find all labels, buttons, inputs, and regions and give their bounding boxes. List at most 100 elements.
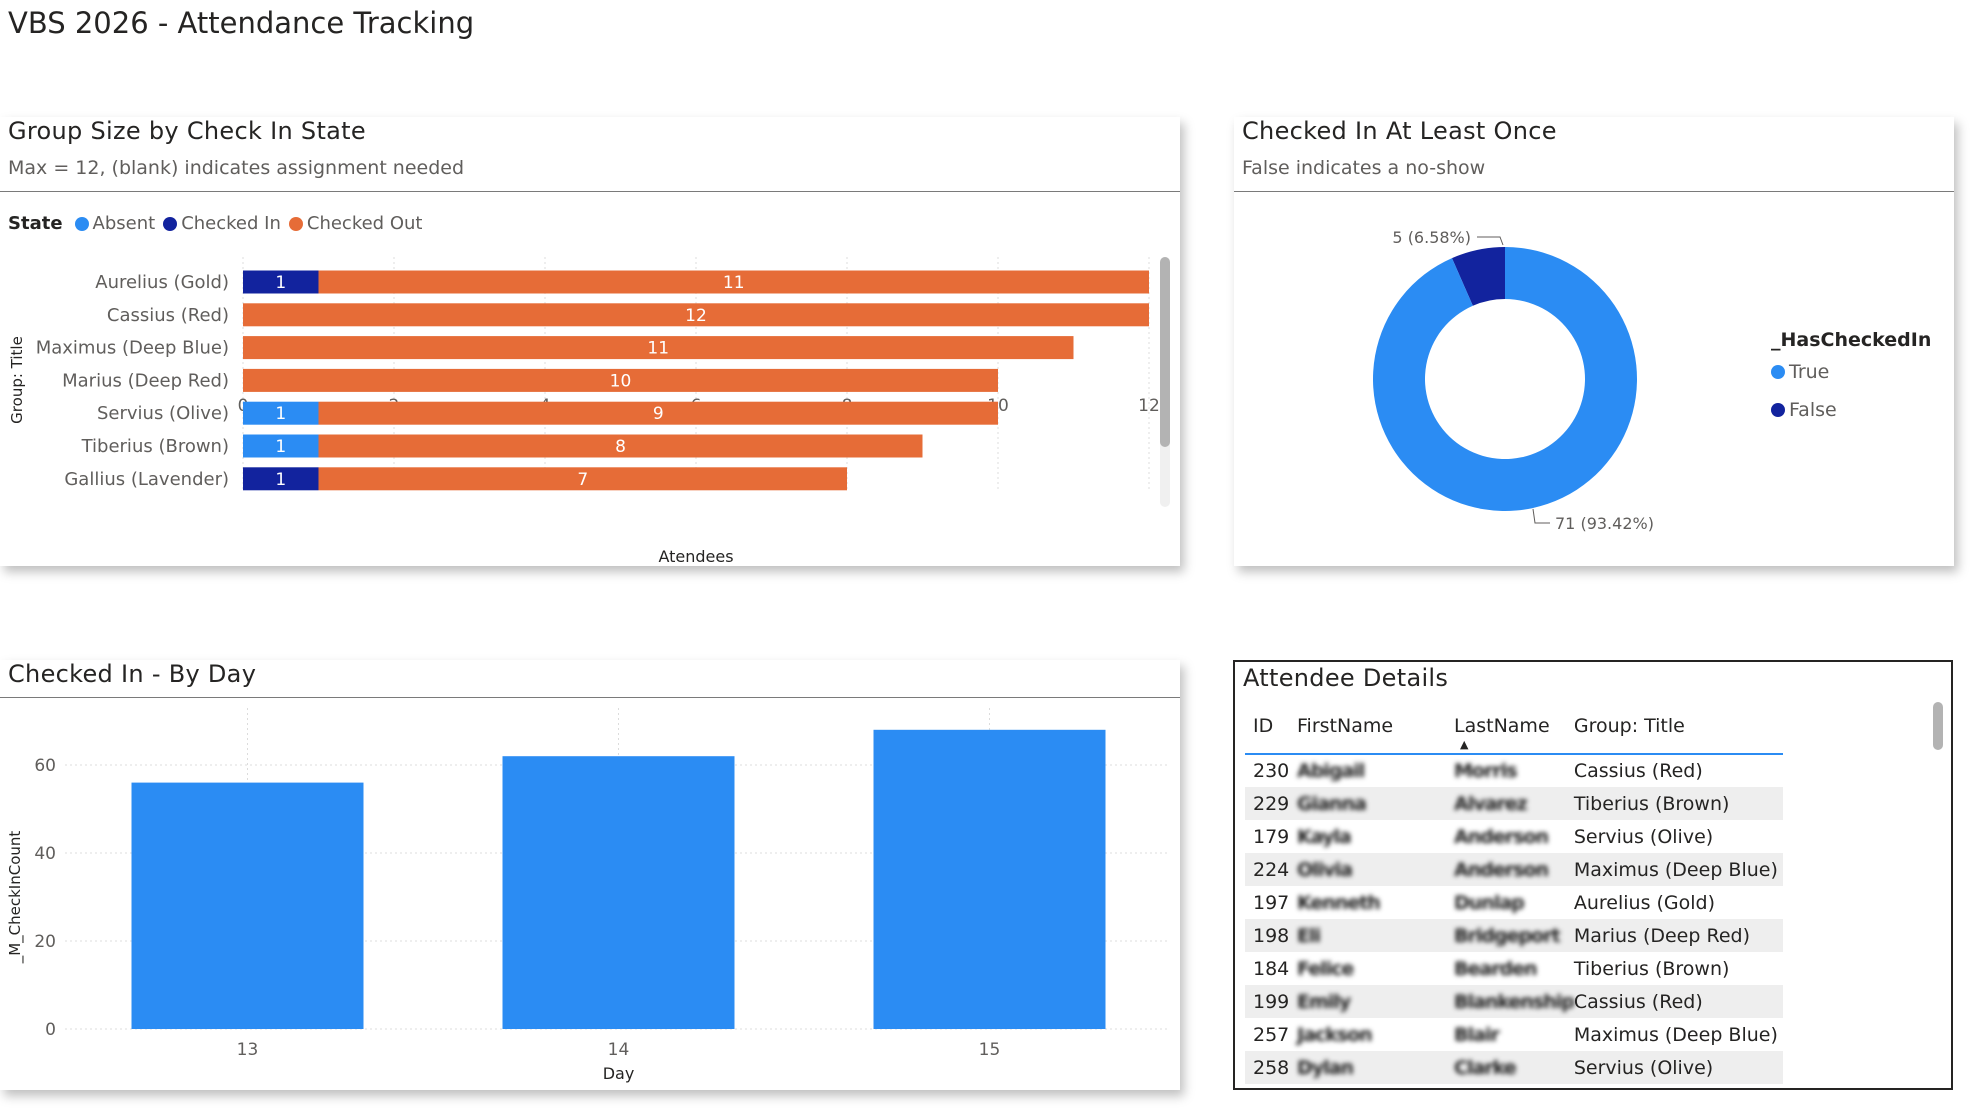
legend-item-false[interactable]: False	[1771, 399, 1923, 421]
table-row[interactable]: 198 Eli Bridgeport Marius (Deep Red)	[1245, 919, 1783, 952]
bar-segment	[318, 401, 998, 425]
cell-firstname: Felice	[1297, 957, 1354, 980]
attendee-details-card[interactable]: Attendee Details ID FirstName LastName ▲ …	[1233, 660, 1953, 1090]
legend-item-checked-in[interactable]: Checked In	[163, 213, 281, 234]
day-bar	[131, 782, 364, 1029]
cell-group: Aurelius (Gold)	[1573, 891, 1716, 914]
x-tick-label: 15	[979, 1040, 1001, 1060]
by-day-card[interactable]: Checked In - By Day 0 20 40 60 _M_CheckInCou…	[0, 660, 1180, 1090]
data-label: 8	[615, 437, 626, 457]
table-row[interactable]: 179 Kayla Anderson Servius (Olive)	[1245, 820, 1783, 853]
cell-id: 199	[1245, 985, 1297, 1018]
checked-once-card[interactable]: Checked In At Least Once False indicates…	[1234, 117, 1954, 566]
group-size-scrollbar[interactable]	[1160, 257, 1170, 507]
x-tick-label: 13	[237, 1040, 259, 1060]
table-row[interactable]: 184 Felice Bearden Tiberius (Brown)	[1245, 952, 1783, 985]
table-row[interactable]: 229 Gianna Alvarez Tiberius (Brown)	[1245, 787, 1783, 820]
legend-dot-icon	[1771, 365, 1785, 379]
data-label: 12	[685, 306, 707, 326]
y-axis-title: Group: Title	[8, 336, 26, 424]
checked-once-subtitle: False indicates a no-show	[1242, 157, 1486, 179]
sort-ascending-icon: ▲	[1460, 738, 1469, 751]
donut-legend: _HasCheckedIn True False	[1771, 329, 1931, 421]
data-label: 11	[647, 339, 669, 359]
table-row[interactable]: 258 Dylan Clarke Servius (Olive)	[1245, 1051, 1783, 1084]
cell-firstname: Olivia	[1297, 853, 1454, 886]
cell-lastname: Dunlap	[1454, 891, 1525, 914]
bar-segment	[243, 467, 319, 491]
y-tick-label: 40	[34, 844, 56, 864]
bar-segment	[243, 434, 319, 458]
legend-item-absent[interactable]: Absent	[74, 213, 155, 234]
cell-lastname: Morris	[1454, 760, 1518, 782]
cell-lastname: Blair	[1454, 1023, 1500, 1046]
column-header-firstname[interactable]: FirstName	[1297, 714, 1394, 737]
cell-group: Maximus (Deep Blue)	[1573, 1023, 1778, 1046]
legend-item-checked-out[interactable]: Checked Out	[288, 213, 422, 234]
cell-group: Maximus (Deep Blue)	[1573, 853, 1783, 886]
group-size-card[interactable]: Group Size by Check In State Max = 12, (…	[0, 117, 1180, 566]
cell-lastname: Anderson	[1454, 853, 1574, 886]
cell-id: 258	[1245, 1051, 1297, 1084]
cell-group: Tiberius (Brown)	[1573, 787, 1783, 820]
cell-group: Tiberius (Brown)	[1573, 957, 1730, 980]
cell-id: 179	[1253, 825, 1290, 848]
bar-segment	[243, 368, 998, 392]
slice-label-true: 71 (93.42%)	[1555, 514, 1654, 533]
cell-firstname: Eli	[1297, 919, 1454, 952]
data-label: 10	[610, 371, 632, 391]
day-bar	[502, 756, 735, 1029]
cell-group: Marius (Deep Red)	[1573, 919, 1783, 952]
cell-firstname: Kayla	[1297, 825, 1352, 848]
legend-item-true[interactable]: True	[1771, 361, 1923, 383]
leader-line	[1532, 508, 1550, 524]
leader-line	[1477, 236, 1504, 246]
cell-id: 224	[1245, 853, 1297, 886]
day-bar	[873, 729, 1106, 1029]
by-day-chart[interactable]: 0 20 40 60 _M_CheckInCount 13 14 15 Day	[0, 698, 1180, 1090]
table-scrollbar[interactable]	[1933, 702, 1943, 750]
cell-lastname: Blankenship	[1454, 985, 1575, 1018]
cell-firstname: Emily	[1297, 985, 1454, 1018]
cell-lastname: Bearden	[1454, 957, 1538, 980]
donut-slice-true	[1373, 247, 1637, 511]
checked-once-donut-chart[interactable]: 5 (6.58%) 71 (93.42%)	[1234, 192, 1954, 566]
table-row[interactable]: 224 Olivia Anderson Maximus (Deep Blue)	[1245, 853, 1783, 886]
table-row[interactable]: 257 Jackson Blair Maximus (Deep Blue)	[1245, 1018, 1783, 1051]
cell-lastname: Alvarez	[1454, 787, 1574, 820]
legend-title: State	[8, 213, 63, 234]
cell-group: Servius (Olive)	[1573, 1051, 1783, 1084]
column-header-id[interactable]: ID	[1253, 714, 1274, 737]
table-row[interactable]: 230 Abigail Morris Cassius (Red)	[1245, 754, 1783, 787]
data-label: 1	[275, 273, 286, 293]
table-row[interactable]: 197 Kenneth Dunlap Aurelius (Gold)	[1245, 886, 1783, 919]
legend-dot-icon	[163, 216, 178, 231]
cell-id: 197	[1253, 891, 1290, 914]
category-label: Gallius (Lavender)	[64, 469, 229, 490]
legend-dot-icon	[1771, 403, 1785, 417]
bar-segment	[243, 401, 319, 425]
column-header-group[interactable]: Group: Title	[1573, 714, 1685, 737]
group-size-title: Group Size by Check In State	[8, 117, 366, 145]
data-label: 1	[275, 404, 286, 424]
attendee-details-title: Attendee Details	[1243, 664, 1449, 692]
group-size-subtitle: Max = 12, (blank) indicates assignment n…	[8, 157, 465, 179]
cell-id: 184	[1253, 957, 1290, 980]
cell-firstname: Dylan	[1297, 1051, 1454, 1084]
category-label: Aurelius (Gold)	[95, 272, 229, 293]
scroll-thumb[interactable]	[1160, 257, 1170, 447]
data-label: 9	[653, 404, 664, 424]
y-tick-label: 0	[45, 1020, 56, 1040]
bar-segment	[243, 270, 319, 294]
bar-segment	[318, 434, 923, 458]
bar-segment	[243, 303, 1149, 327]
column-header-lastname[interactable]: LastName ▲	[1454, 714, 1550, 752]
cell-lastname: Anderson	[1454, 825, 1549, 848]
data-label: 1	[275, 470, 286, 490]
legend-dot-icon	[74, 216, 89, 231]
table-row[interactable]: 199 Emily Blankenship Cassius (Red)	[1245, 985, 1783, 1018]
cell-firstname: Gianna	[1297, 787, 1454, 820]
checked-once-title: Checked In At Least Once	[1242, 117, 1557, 145]
cell-firstname: Kenneth	[1297, 891, 1381, 914]
